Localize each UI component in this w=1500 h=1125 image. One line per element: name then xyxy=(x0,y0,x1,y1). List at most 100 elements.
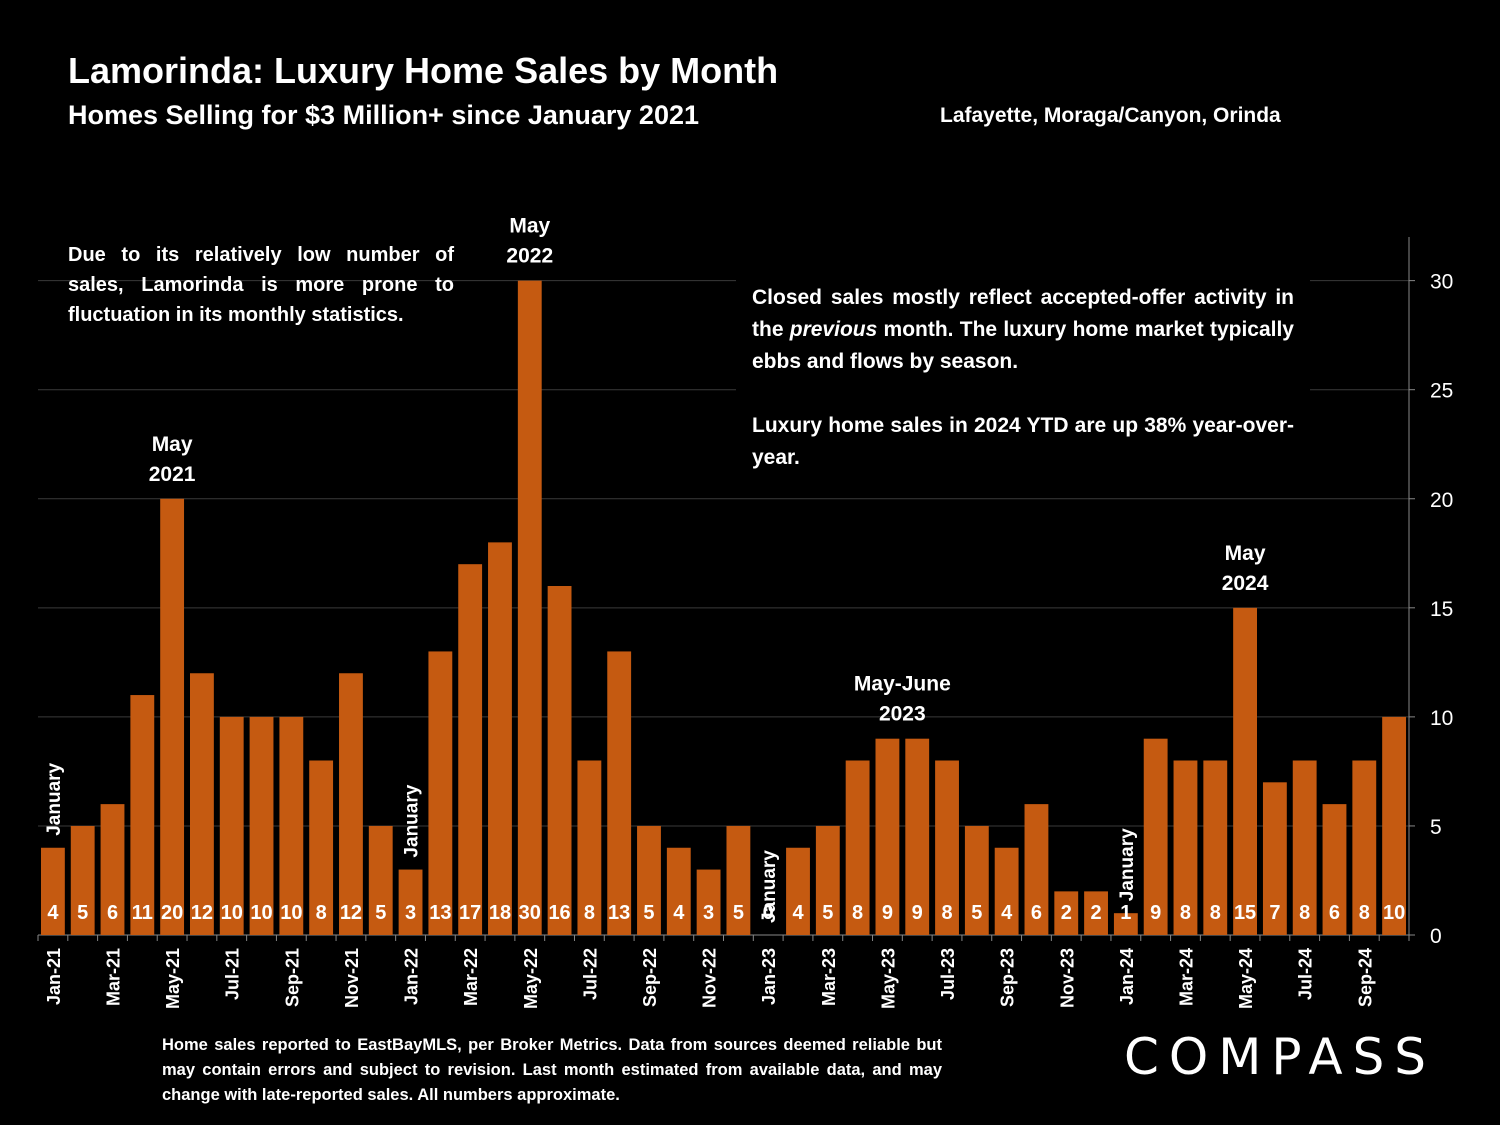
region-label: Lafayette, Moraga/Canyon, Orinda xyxy=(940,104,1281,127)
bar xyxy=(458,564,483,935)
x-tick-label: Mar-22 xyxy=(461,948,481,1006)
x-tick-label: Nov-22 xyxy=(700,948,720,1008)
bar-value-label: 8 xyxy=(1299,902,1310,924)
bar-value-label: 2 xyxy=(1090,902,1101,924)
bar-value-label: 0 xyxy=(763,902,774,924)
seasonality-note-paragraph: Closed sales mostly reflect accepted-off… xyxy=(752,282,1294,378)
y-tick-label: 0 xyxy=(1430,925,1442,948)
january-label: January xyxy=(759,850,780,923)
bar xyxy=(875,738,900,935)
bar xyxy=(339,673,363,935)
peak-annotation: 2022 xyxy=(506,245,553,268)
x-tick-label: Nov-21 xyxy=(342,948,362,1008)
peak-annotation: 2021 xyxy=(149,463,196,486)
bar-value-label: 9 xyxy=(1150,902,1161,924)
bar-value-label: 8 xyxy=(1359,902,1370,924)
bar-value-label: 8 xyxy=(316,902,327,924)
x-tick-label: Jan-23 xyxy=(759,948,779,1005)
bar xyxy=(40,847,65,935)
x-tick-label: Jan-21 xyxy=(44,948,64,1005)
bar xyxy=(935,760,959,935)
bar xyxy=(1322,804,1347,935)
chart-title: Lamorinda: Luxury Home Sales by Month xyxy=(68,50,779,91)
bar xyxy=(726,825,751,935)
bar xyxy=(190,673,214,935)
bar-value-label: 10 xyxy=(250,902,272,924)
bar xyxy=(577,760,602,935)
bar-value-label: 6 xyxy=(107,902,118,924)
peak-annotation: May xyxy=(1225,542,1266,565)
bar xyxy=(607,651,632,935)
bar xyxy=(1054,891,1079,935)
bar-value-label: 3 xyxy=(703,902,714,924)
bar-value-label: 7 xyxy=(1269,902,1280,924)
y-tick-label: 10 xyxy=(1430,707,1453,730)
bar xyxy=(666,847,691,935)
bar-value-label: 15 xyxy=(1234,902,1256,924)
note-text-after: month. The luxury home market typically … xyxy=(752,318,1294,373)
x-tick-label: Jul-23 xyxy=(938,948,958,1000)
peak-annotation: May xyxy=(152,433,193,456)
bar-value-label: 11 xyxy=(132,902,153,924)
source-footnote: Home sales reported to EastBayMLS, per B… xyxy=(162,1036,942,1104)
peak-annotation: May xyxy=(509,215,550,238)
bar-value-label: 5 xyxy=(643,902,654,924)
bar-value-label: 13 xyxy=(608,902,630,924)
bar-value-label: 4 xyxy=(673,902,685,924)
x-tick-label: May-24 xyxy=(1236,948,1256,1009)
bar xyxy=(815,825,840,935)
x-tick-label: May-23 xyxy=(878,948,898,1009)
y-tick-label: 5 xyxy=(1430,816,1442,839)
bar xyxy=(1262,782,1287,935)
x-tick-label: Jan-22 xyxy=(402,948,422,1005)
bar-value-label: 13 xyxy=(429,902,451,924)
x-tick-label: Sep-21 xyxy=(282,948,302,1007)
bar-value-label: 9 xyxy=(912,902,923,924)
bar xyxy=(1113,913,1138,935)
bar xyxy=(905,738,930,935)
volatility-note: Due to its relatively low number of sale… xyxy=(68,244,454,326)
bar xyxy=(637,825,661,935)
peak-annotation: 2024 xyxy=(1222,572,1269,595)
note-text-before: Closed sales mostly reflect accepted-off… xyxy=(752,286,1294,341)
bar-value-label: 10 xyxy=(1383,902,1405,924)
bar-value-label: 5 xyxy=(733,902,744,924)
bar-value-label: 8 xyxy=(1180,902,1191,924)
bar-value-label: 1 xyxy=(1120,902,1131,924)
bar xyxy=(368,825,393,935)
x-tick-label: May-22 xyxy=(521,948,541,1009)
bar xyxy=(100,804,125,935)
bar xyxy=(547,586,572,935)
bar xyxy=(1352,760,1377,935)
bar-value-label: 3 xyxy=(405,902,416,924)
bar-value-label: 6 xyxy=(1031,902,1042,924)
bar-value-label: 12 xyxy=(340,902,362,924)
bar-value-label: 8 xyxy=(852,902,863,924)
bar xyxy=(130,695,155,935)
bar-value-label: 4 xyxy=(1001,902,1013,924)
x-tick-label: Jul-21 xyxy=(223,948,243,1000)
bar-value-label: 4 xyxy=(792,902,804,924)
bar-value-label: 5 xyxy=(822,902,833,924)
bar-value-label: 30 xyxy=(519,902,541,924)
bar-value-label: 10 xyxy=(280,902,302,924)
bar-value-label: 16 xyxy=(548,902,570,924)
x-tick-label: Jul-22 xyxy=(580,948,600,1000)
x-tick-label: Mar-21 xyxy=(104,948,124,1006)
bar xyxy=(488,542,512,935)
seasonality-note: Closed sales mostly reflect accepted-off… xyxy=(736,270,1310,488)
bar-value-label: 5 xyxy=(77,902,88,924)
x-tick-label: Sep-24 xyxy=(1355,948,1375,1007)
bar xyxy=(70,825,95,935)
january-label: January xyxy=(402,784,423,857)
y-tick-label: 15 xyxy=(1430,598,1453,621)
bar xyxy=(696,869,721,935)
bar-value-label: 5 xyxy=(375,902,386,924)
bar-value-label: 18 xyxy=(489,902,511,924)
peak-annotation: 2023 xyxy=(879,703,926,726)
bar xyxy=(1233,607,1257,935)
bar xyxy=(398,869,423,935)
bar-value-label: 2 xyxy=(1061,902,1072,924)
bar-value-label: 12 xyxy=(191,902,213,924)
bar xyxy=(964,825,989,935)
